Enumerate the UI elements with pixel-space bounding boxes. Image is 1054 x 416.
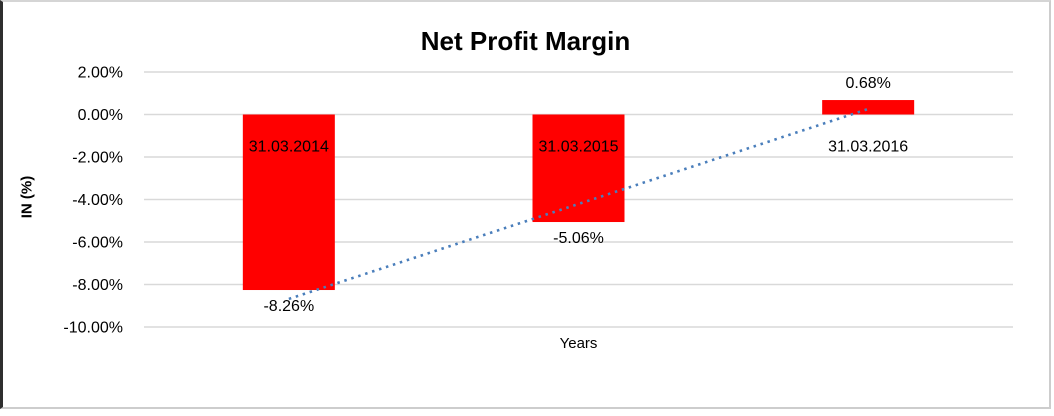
bar-category-label: 31.03.2014	[249, 139, 329, 156]
bar-value-label: -5.06%	[553, 230, 604, 247]
y-tick-label: -8.00%	[72, 277, 123, 294]
bar-category-label: 31.03.2016	[828, 139, 908, 156]
y-tick-label: 0.00%	[78, 107, 123, 124]
bar[interactable]	[532, 114, 625, 223]
chart-title: Net Profit Margin	[420, 26, 631, 56]
bar[interactable]	[822, 100, 915, 115]
bar[interactable]	[242, 114, 335, 291]
y-tick-label: -10.00%	[63, 320, 123, 337]
y-tick-label: -4.00%	[72, 192, 123, 209]
y-tick-label: -2.00%	[72, 150, 123, 167]
bar-value-label: 0.68%	[845, 75, 890, 92]
y-tick-label: -6.00%	[72, 235, 123, 252]
y-axis-title: IN (%)	[18, 175, 36, 219]
y-tick-label: 2.00%	[78, 65, 123, 82]
bar-value-label: -8.26%	[263, 298, 314, 315]
bar-category-label: 31.03.2015	[538, 139, 618, 156]
x-axis-title: Years	[559, 335, 598, 352]
